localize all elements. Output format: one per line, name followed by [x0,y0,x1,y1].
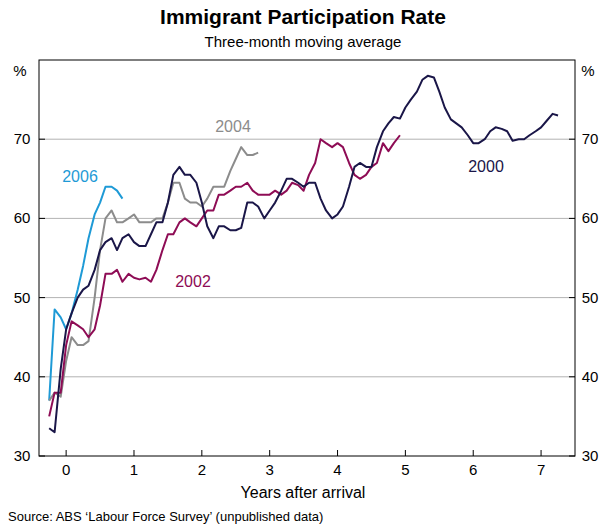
x-tick-label: 1 [130,461,138,478]
background [0,0,606,529]
y-tick [39,139,45,140]
y2-axis-label: % [581,62,594,79]
y2-tick-label: 60 [582,209,599,226]
series-label: 2002 [175,273,211,290]
y2-tick [569,139,575,140]
y-tick-label: 70 [14,130,31,147]
x-tick-label: 6 [469,461,477,478]
chart: Immigrant Participation Rate Three-month … [0,0,606,529]
x-tick [66,450,67,456]
subtitle: Three-month moving average [205,33,402,50]
y2-tick-label: 70 [582,130,599,147]
x-tick [201,450,202,456]
y-tick [39,456,45,457]
grid-line [39,139,575,140]
x-tick [541,450,542,456]
x-tick-label: 7 [537,461,545,478]
y-tick-label: 50 [14,289,31,306]
x-tick-label: 4 [333,461,341,478]
series-label: 2000 [468,158,504,175]
grid-line [39,376,575,377]
x-tick [473,450,474,456]
title: Immigrant Participation Rate [160,5,446,28]
x-tick [405,450,406,456]
series-line [49,135,400,416]
y-tick-label: 30 [14,447,31,464]
x-tick-label: 2 [198,461,206,478]
source: Source: ABS ‘Labour Force Survey’ (unpub… [8,509,323,524]
y-tick [39,297,45,298]
x-tick-label: 5 [401,461,409,478]
x-tick-label: 3 [266,461,274,478]
y2-tick [569,297,575,298]
y-tick-label: 40 [14,368,31,385]
y2-tick [569,218,575,219]
series-line [49,76,558,432]
y2-tick-label: 30 [582,447,599,464]
y-axis-label: % [13,62,26,79]
y2-tick-label: 40 [582,368,599,385]
x-tick [269,450,270,456]
grid-line [39,218,575,219]
y2-tick [569,456,575,457]
series-group [49,76,558,432]
series-label: 2006 [62,168,98,185]
plot-frame [39,60,575,456]
x-tick [133,450,134,456]
x-axis-label: Years after arrival [241,484,366,501]
y-tick [39,376,45,377]
x-tick-label: 0 [62,461,70,478]
grid-line [39,297,575,298]
series-label: 2004 [215,118,251,135]
y-tick [39,218,45,219]
x-tick [337,450,338,456]
y-tick-label: 60 [14,209,31,226]
y2-tick-label: 50 [582,289,599,306]
y2-tick [569,376,575,377]
